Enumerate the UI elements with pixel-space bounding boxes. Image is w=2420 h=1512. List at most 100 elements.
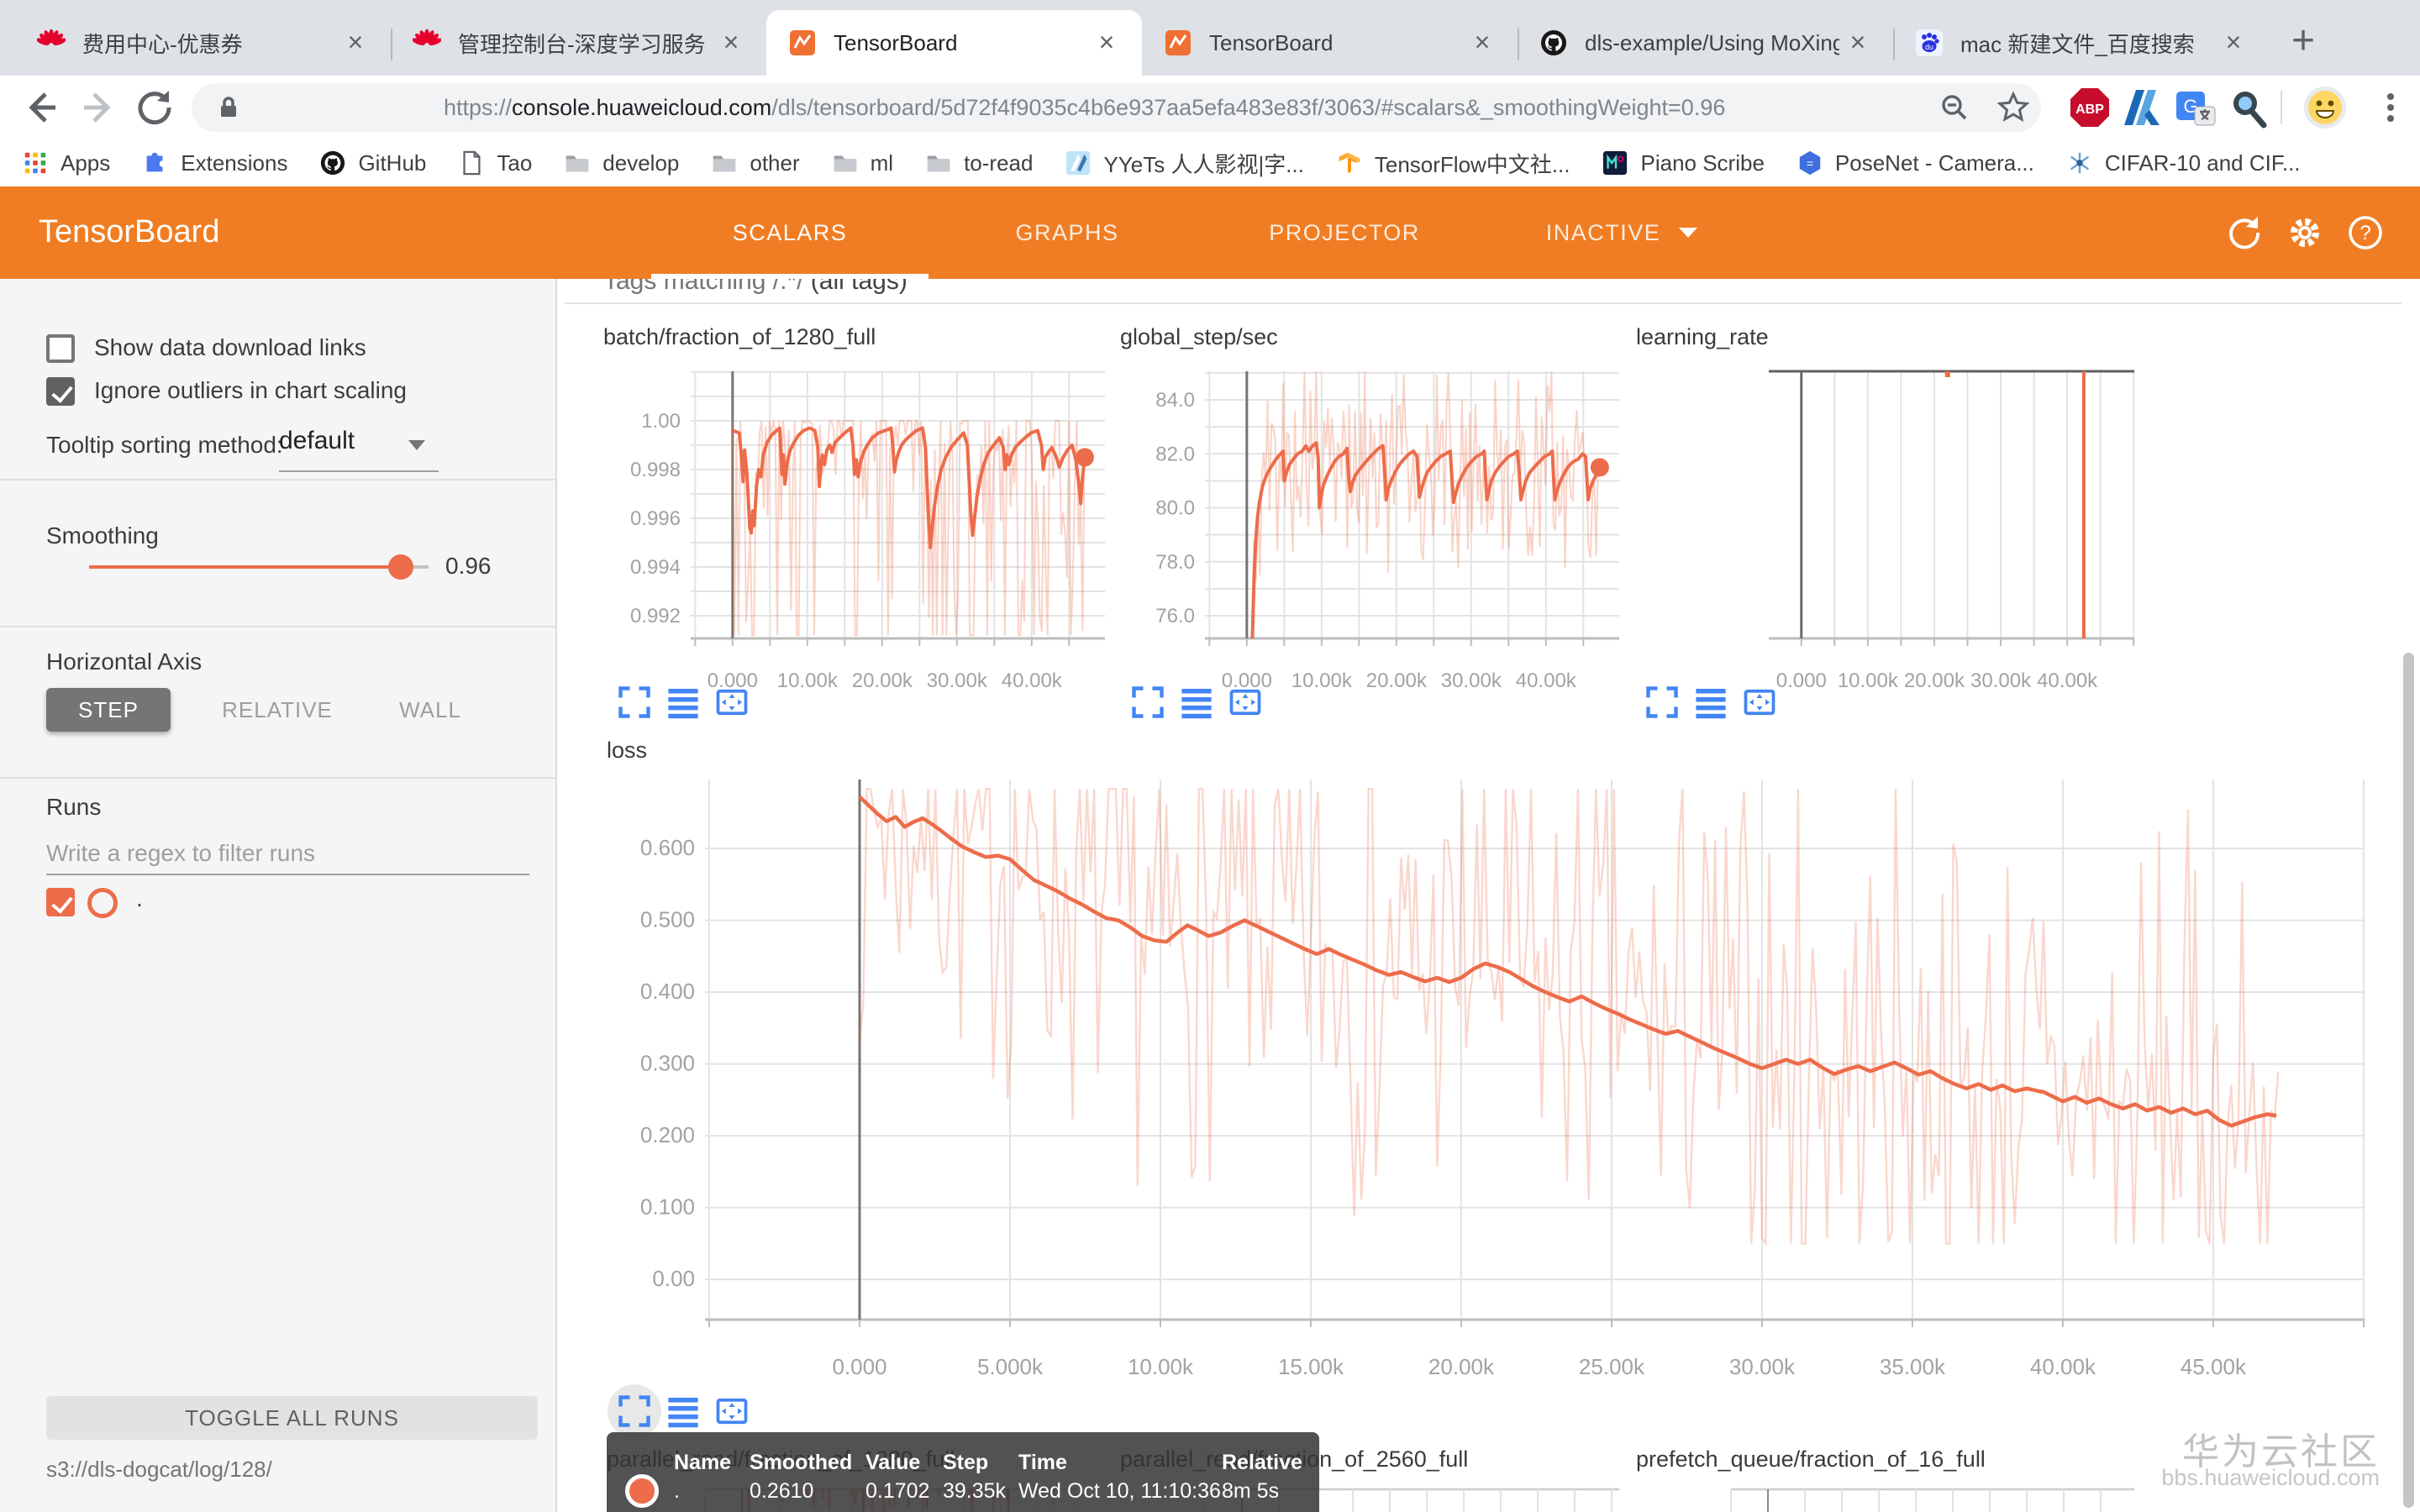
svg-text:84.0: 84.0 — [1155, 389, 1195, 412]
profile-avatar[interactable] — [2302, 85, 2348, 130]
svg-text:10.00k: 10.00k — [1128, 1354, 1194, 1379]
chart-plot-batch_fraction[interactable]: 0.000 10.00k 20.00k 30.00k 40.00k 1.00 0.998 0.… — [580, 361, 1134, 739]
tab-close-icon[interactable]: × — [1849, 27, 1866, 57]
bookmark-6[interactable]: ml — [832, 150, 893, 176]
svg-text:78.0: 78.0 — [1155, 551, 1195, 574]
smoothing-slider-rest[interactable] — [405, 565, 429, 569]
scrollbar-thumb[interactable] — [2403, 653, 2414, 1508]
expand-chart-icon[interactable] — [616, 684, 653, 721]
svg-text:0.994: 0.994 — [630, 556, 681, 579]
aegis-extension-icon[interactable] — [2119, 85, 2165, 130]
tooltip-value-smoothed: 0.2610 — [750, 1479, 814, 1503]
bookmark-5[interactable]: other — [711, 150, 800, 176]
browser-tab-5[interactable]: du mac 新建文件_百度搜索 × — [1893, 10, 2269, 76]
browser-tab-3[interactable]: TensorBoard × — [1142, 10, 1518, 76]
url-field[interactable]: https://console.huaweicloud.com/dls/tens… — [192, 83, 2041, 132]
browser-tab-4[interactable]: dls-example/Using MoXing t × — [1518, 10, 1893, 76]
fit-domain-icon[interactable] — [713, 684, 750, 721]
browser-tab-bar: 费用中心-优惠券 × 管理控制台-深度学习服务 × TensorBoard × … — [0, 0, 2420, 76]
svg-text:82.0: 82.0 — [1155, 443, 1195, 465]
bookmark-3[interactable]: Tao — [458, 150, 532, 176]
chart-plot-loss[interactable]: 0.000 5.000k 10.00k 15.00k 20.00k 25.00k 30.00… — [588, 773, 2412, 1420]
tab-close-icon[interactable]: × — [723, 27, 739, 57]
reload-icon[interactable] — [133, 86, 176, 129]
help-icon[interactable]: ? — [2346, 213, 2385, 252]
bookmark-8[interactable]: YYeTs 人人影视|字... — [1065, 148, 1304, 179]
new-tab-button[interactable]: + — [2291, 18, 2316, 63]
back-icon[interactable] — [18, 86, 62, 129]
smoothing-slider-thumb[interactable] — [388, 554, 413, 580]
bookmark-12[interactable]: CIFAR-10 and CIF... — [2066, 150, 2301, 176]
adblock-plus-icon[interactable]: ABP — [2067, 85, 2112, 130]
axis-relative-button[interactable]: RELATIVE — [222, 696, 333, 722]
chart-title-batch_fraction: batch/fraction_of_1280_full — [603, 324, 876, 349]
translate-icon[interactable]: G — [2173, 85, 2218, 130]
ignore-outliers-checkbox[interactable] — [46, 377, 75, 406]
show-download-links-checkbox[interactable] — [46, 334, 75, 363]
tooltip-value-relative: 8m 5s — [1222, 1479, 1280, 1503]
run-checkbox[interactable] — [46, 888, 75, 916]
fit-domain-icon[interactable] — [713, 1393, 750, 1430]
browser-menu-kebab-icon[interactable] — [2368, 85, 2413, 130]
view-run-data-icon[interactable] — [1178, 684, 1215, 721]
smoothing-slider-track[interactable] — [89, 565, 405, 569]
svg-text:10.00k: 10.00k — [1838, 669, 1899, 692]
view-run-data-icon[interactable] — [665, 1393, 702, 1430]
view-run-data-icon[interactable] — [665, 684, 702, 721]
axis-wall-button[interactable]: WALL — [399, 696, 461, 722]
bookmark-9[interactable]: TensorFlow中文社... — [1336, 148, 1570, 179]
svg-text:20.00k: 20.00k — [1366, 669, 1428, 692]
tab-close-icon[interactable]: × — [347, 27, 364, 57]
watermark-title: 华为云社区 — [2182, 1431, 2380, 1473]
tab-close-icon[interactable]: × — [1474, 27, 1491, 57]
tensorboard-header: TensorBoard ? SCALARS GRAPHS PROJECTOR INAC… — [0, 186, 2420, 279]
svg-text:0.300: 0.300 — [640, 1051, 695, 1076]
refresh-icon[interactable] — [2225, 213, 2264, 252]
hover-highlight — [608, 1384, 661, 1438]
bookmark-2[interactable]: GitHub — [319, 150, 426, 176]
fit-domain-icon[interactable] — [1227, 684, 1264, 721]
chart-toolbar-2 — [1644, 684, 1790, 721]
tooltip-value-value: 0.1702 — [865, 1479, 930, 1503]
run-dot-icon — [625, 1474, 659, 1508]
expand-chart-icon[interactable] — [1644, 684, 1681, 721]
fit-domain-icon[interactable] — [1741, 684, 1778, 721]
chart-plot-global_step[interactable]: 0.000 10.00k 20.00k 30.00k 40.00k 84.0 82.0 80.… — [1094, 361, 1649, 739]
tb-nav-graphs[interactable]: GRAPHS — [1015, 219, 1119, 245]
zoom-out-icon[interactable] — [1939, 92, 1970, 123]
bookmark-1[interactable]: Extensions — [142, 150, 287, 176]
toggle-all-runs-button[interactable]: TOGGLE ALL RUNS — [46, 1396, 538, 1440]
forward-icon[interactable] — [77, 86, 121, 129]
tb-nav-projector[interactable]: PROJECTOR — [1269, 219, 1420, 245]
svg-text:0.100: 0.100 — [640, 1194, 695, 1220]
runs-regex-input[interactable]: Write a regex to filter runs — [46, 840, 316, 866]
browser-tab-0[interactable]: 费用中心-优惠券 × — [15, 10, 391, 76]
bookmark-star-icon[interactable] — [1996, 91, 2030, 124]
tooltip-value-name: . — [674, 1479, 680, 1503]
browser-tab-2[interactable]: TensorBoard × — [766, 10, 1142, 76]
bookmark-7[interactable]: to-read — [925, 150, 1033, 176]
axis-step-button[interactable]: STEP — [46, 688, 171, 732]
bookmark-11[interactable]: = PoseNet - Camera... — [1797, 150, 2034, 176]
bookmark-0[interactable]: Apps — [22, 150, 110, 176]
svg-text:0.000: 0.000 — [708, 669, 758, 692]
expand-chart-icon[interactable] — [608, 1384, 661, 1438]
search-lens-extension-icon[interactable] — [2225, 85, 2270, 130]
github-icon — [319, 150, 346, 176]
expand-chart-icon[interactable] — [1129, 684, 1166, 721]
tb-nav-inactive[interactable]: INACTIVE — [1483, 186, 1760, 279]
tooltip-sorting-select[interactable]: default — [279, 427, 355, 454]
settings-gear-icon[interactable] — [2286, 213, 2324, 252]
bookmark-4[interactable]: develop — [564, 150, 679, 176]
tab-close-icon[interactable]: × — [2225, 27, 2242, 57]
bookmark-10[interactable]: Piano Scribe — [1602, 150, 1765, 176]
tb-nav-scalars[interactable]: SCALARS — [732, 219, 848, 245]
tab-close-icon[interactable]: × — [1098, 27, 1115, 57]
chart-plot-learning_rate[interactable]: 0.000 10.00k 20.00k 30.00k 40.00k — [1760, 361, 2164, 739]
bookmark-label: GitHub — [358, 150, 427, 176]
tab-title: 费用中心-优惠券 — [82, 31, 243, 57]
tooltip-header-relative: Relative — [1222, 1451, 1302, 1474]
chevron-down-icon[interactable] — [408, 440, 425, 450]
view-run-data-icon[interactable] — [1692, 684, 1729, 721]
browser-tab-1[interactable]: 管理控制台-深度学习服务 × — [391, 10, 766, 76]
